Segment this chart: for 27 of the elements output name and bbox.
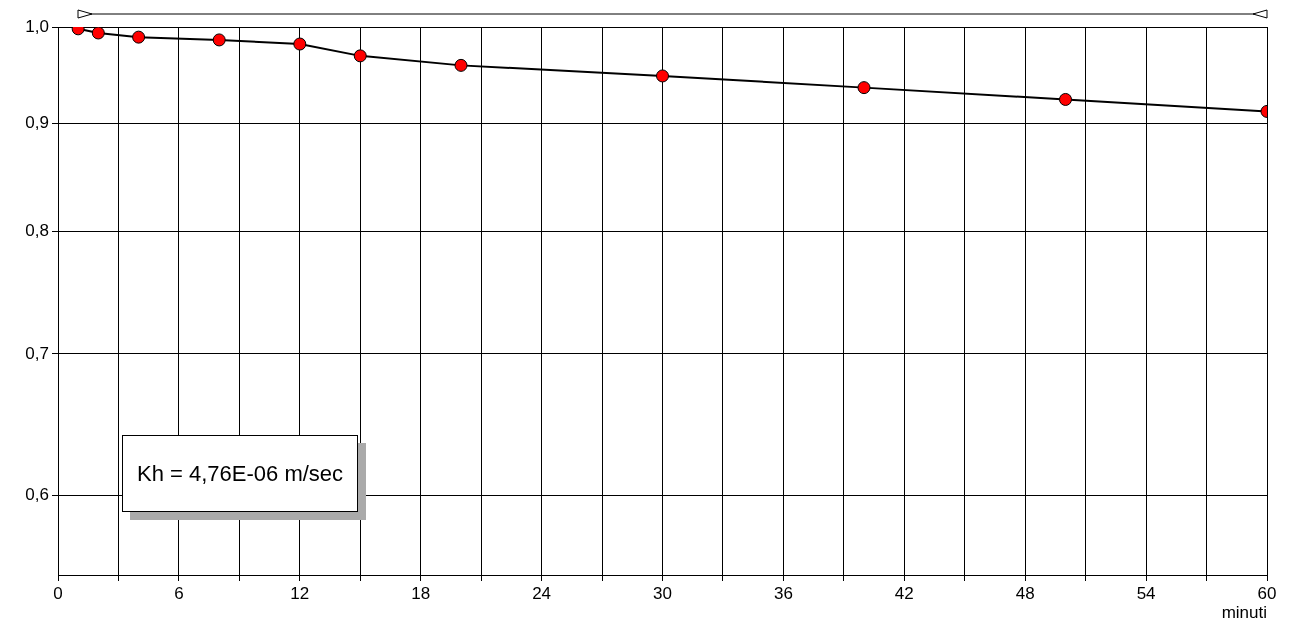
point (212, 33, 226, 47)
point (91, 27, 105, 40)
x-tick-label: 18 (411, 583, 431, 603)
x-tick-label: 30 (653, 583, 672, 603)
x-axis-title: minuti (1221, 603, 1267, 623)
y-tick-label: 0,7 (25, 343, 49, 363)
point (857, 81, 871, 95)
point (132, 30, 146, 44)
x-tick-label: 42 (894, 583, 914, 603)
x-tick-label: 12 (290, 583, 310, 603)
x-tick-label: 48 (1015, 583, 1035, 603)
x-tick-label: 24 (532, 583, 552, 603)
y-tick-label: 0,6 (25, 484, 49, 504)
x-tick-label: 54 (1136, 583, 1156, 603)
point (353, 49, 367, 63)
point (293, 37, 307, 51)
y-tick-label: 0,9 (25, 113, 49, 133)
y-tick-label: 1,0 (25, 16, 49, 36)
x-tick-label: 60 (1257, 583, 1277, 603)
x-tick-label: 36 (773, 583, 793, 603)
point (1059, 92, 1072, 106)
point (454, 58, 468, 72)
y-tick-label: 0,8 (25, 221, 49, 241)
x-tick-label: 0 (53, 583, 63, 603)
point (656, 69, 669, 83)
annotation: Kh = 4,76E-06 m/sec (122, 435, 359, 512)
x-tick-label: 6 (174, 583, 184, 603)
